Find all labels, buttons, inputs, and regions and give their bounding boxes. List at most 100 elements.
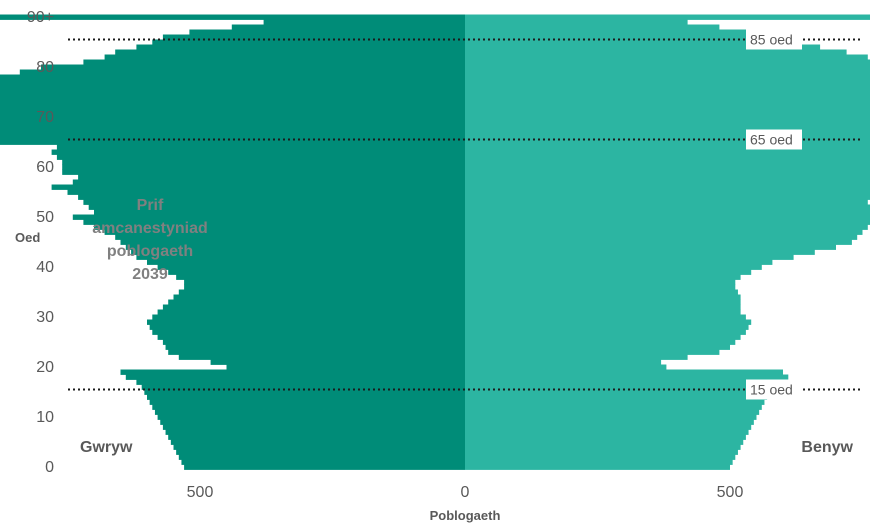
female-bar-age-71 xyxy=(465,109,870,115)
female-bar-age-52 xyxy=(465,204,870,210)
male-bar-age-6 xyxy=(168,434,465,440)
female-bar-age-25 xyxy=(465,339,736,345)
male-bar-age-29 xyxy=(147,319,465,325)
male-bar-age-83 xyxy=(115,49,465,55)
annotation-line-1: Prif xyxy=(137,197,164,214)
male-bar-age-57 xyxy=(72,179,466,185)
female-bar-age-36 xyxy=(465,284,736,290)
male-bar-age-42 xyxy=(136,254,465,260)
male-bar-age-63 xyxy=(51,149,465,155)
female-bar-age-18 xyxy=(465,374,789,380)
female-bar-age-11 xyxy=(465,409,760,415)
female-bar-age-72 xyxy=(465,104,870,110)
annotation-line-2: amcanestyniad xyxy=(92,220,208,237)
male-bar-age-90 xyxy=(0,14,465,20)
male-bar-age-73 xyxy=(0,99,465,105)
x-tick-label: 0 xyxy=(461,484,470,501)
female-bar-age-28 xyxy=(465,324,749,330)
female-bar-age-33 xyxy=(465,299,741,305)
female-bar-age-45 xyxy=(465,239,852,245)
female-bar-age-2 xyxy=(465,454,736,460)
male-bar-age-39 xyxy=(168,269,465,275)
reference-label-bg-65 xyxy=(746,129,802,150)
female-bar-age-34 xyxy=(465,294,741,300)
male-bar-age-27 xyxy=(152,329,466,335)
male-bar-age-84 xyxy=(136,44,465,50)
projection-annotation: Prif amcanestyniad poblogaeth 2039 xyxy=(92,197,208,283)
reference-lines: 85 oed 65 oed 15 oed xyxy=(68,29,860,400)
male-bar-age-64 xyxy=(56,144,466,150)
female-bar-age-64 xyxy=(465,144,870,150)
female-bar-age-60 xyxy=(465,164,870,170)
male-bar-age-50 xyxy=(72,214,466,220)
male-bar-age-37 xyxy=(184,279,465,285)
male-bar-age-62 xyxy=(56,154,466,160)
female-bar-age-10 xyxy=(465,414,757,420)
male-bar-age-54 xyxy=(78,194,465,200)
male-bar-age-3 xyxy=(176,449,465,455)
male-bar-age-4 xyxy=(173,444,465,450)
male-bar-age-14 xyxy=(147,394,465,400)
female-bar-age-49 xyxy=(465,219,870,225)
male-bar-age-56 xyxy=(51,184,465,190)
male-bar-age-72 xyxy=(0,104,466,110)
reference-label-65: 65 oed xyxy=(750,132,793,148)
x-tick-label: 500 xyxy=(717,484,744,501)
male-bar-age-52 xyxy=(88,204,465,210)
female-bar-age-84 xyxy=(465,44,821,50)
male-bar-age-77 xyxy=(0,79,465,85)
female-bar-age-13 xyxy=(465,399,765,405)
female-bar-age-14 xyxy=(465,394,768,400)
male-bar-age-60 xyxy=(62,164,465,170)
male-bar-age-43 xyxy=(131,249,465,255)
female-bar-age-59 xyxy=(465,169,870,175)
female-bar-age-21 xyxy=(465,359,662,365)
female-bar-age-43 xyxy=(465,249,815,255)
male-bar-age-65 xyxy=(0,139,465,145)
male-bar-age-80 xyxy=(41,64,465,70)
male-bar-age-30 xyxy=(152,314,466,320)
female-bar-age-58 xyxy=(465,174,870,180)
x-tick-label: 500 xyxy=(187,484,214,501)
female-bar-age-62 xyxy=(465,154,870,160)
female-bar-age-5 xyxy=(465,439,744,445)
female-bar-age-31 xyxy=(465,309,741,315)
female-bar-age-27 xyxy=(465,329,746,335)
female-bar-age-17 xyxy=(465,379,778,385)
female-bar-age-38 xyxy=(465,274,741,280)
male-bar-age-36 xyxy=(184,284,465,290)
female-bar-age-65 xyxy=(465,139,870,145)
male-bar-age-33 xyxy=(168,299,465,305)
male-bar-age-2 xyxy=(178,454,466,460)
male-bar-age-67 xyxy=(0,129,466,135)
female-bar-age-39 xyxy=(465,269,752,275)
male-bar-age-78 xyxy=(0,74,465,80)
female-bar-age-77 xyxy=(465,79,870,85)
male-bar-age-66 xyxy=(0,134,465,140)
female-bars xyxy=(465,14,870,470)
male-bar-age-44 xyxy=(125,244,466,250)
male-bar-age-18 xyxy=(125,374,466,380)
male-bar-age-35 xyxy=(178,289,466,295)
female-bar-age-75 xyxy=(465,89,870,95)
female-bar-age-48 xyxy=(465,224,868,230)
female-bar-age-44 xyxy=(465,244,836,250)
male-bar-age-13 xyxy=(149,399,465,405)
male-bar-age-11 xyxy=(154,409,465,415)
female-bar-age-87 xyxy=(465,29,752,35)
male-bar-age-82 xyxy=(104,54,465,60)
female-label: Benyw xyxy=(801,439,853,456)
female-bar-age-67 xyxy=(465,129,870,135)
female-bar-age-61 xyxy=(465,159,870,165)
male-bar-age-7 xyxy=(165,429,466,435)
female-bar-age-76 xyxy=(465,84,870,90)
female-bar-age-1 xyxy=(465,459,733,465)
male-bar-age-86 xyxy=(162,34,465,40)
male-bar-age-16 xyxy=(141,384,465,390)
male-bars xyxy=(0,14,466,470)
female-bar-age-78 xyxy=(465,74,870,80)
male-bar-age-61 xyxy=(62,159,465,165)
male-bar-age-76 xyxy=(0,84,466,90)
female-bar-age-79 xyxy=(465,69,870,75)
